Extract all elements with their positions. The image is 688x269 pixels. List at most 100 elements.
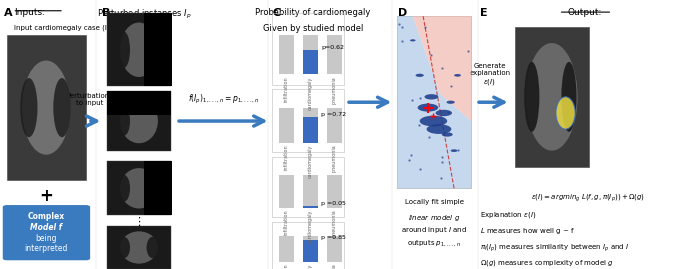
Ellipse shape xyxy=(22,61,70,155)
Text: infiltration: infiltration xyxy=(283,144,289,170)
Text: Complex: Complex xyxy=(28,212,65,221)
Circle shape xyxy=(427,124,451,134)
Text: +: + xyxy=(39,187,53,205)
Text: Model f: Model f xyxy=(30,223,62,232)
Text: linear model $g$: linear model $g$ xyxy=(408,213,460,222)
Ellipse shape xyxy=(118,237,130,258)
Text: $\Omega(g)$ measures complexity of model $g$: $\Omega(g)$ measures complexity of model… xyxy=(480,258,614,268)
Text: Input cardiomegaly case (I): Input cardiomegaly case (I) xyxy=(14,24,109,31)
Ellipse shape xyxy=(118,106,130,136)
Text: p =0.72: p =0.72 xyxy=(321,112,347,118)
Text: ⋮: ⋮ xyxy=(133,217,144,227)
Ellipse shape xyxy=(147,237,159,258)
Bar xyxy=(303,35,318,74)
Circle shape xyxy=(416,74,424,77)
Text: pneumonia: pneumonia xyxy=(332,210,337,237)
Circle shape xyxy=(410,39,416,41)
Text: $\pi_I(I_p)$ measures similarity between $I_p$ and $I$: $\pi_I(I_p)$ measures similarity between… xyxy=(480,242,630,253)
Bar xyxy=(303,108,318,143)
Bar xyxy=(327,108,342,143)
Ellipse shape xyxy=(120,99,158,143)
Ellipse shape xyxy=(120,23,158,77)
Bar xyxy=(272,157,344,217)
Text: around input $I$ and: around input $I$ and xyxy=(401,225,467,235)
Bar xyxy=(303,50,318,74)
Ellipse shape xyxy=(561,62,577,132)
Circle shape xyxy=(420,116,447,126)
Text: A: A xyxy=(3,8,12,18)
Bar xyxy=(515,27,589,167)
Bar xyxy=(272,222,344,269)
Bar xyxy=(327,236,342,262)
Text: Given by studied model: Given by studied model xyxy=(263,24,363,33)
Bar xyxy=(303,118,318,143)
Text: infiltration: infiltration xyxy=(283,210,289,235)
Bar xyxy=(303,175,318,208)
Text: cardiomegaly: cardiomegaly xyxy=(308,263,313,269)
Text: pneumonia: pneumonia xyxy=(332,144,337,172)
Bar xyxy=(279,108,294,143)
Text: cardiomegaly: cardiomegaly xyxy=(308,76,313,109)
Ellipse shape xyxy=(21,78,37,137)
Bar xyxy=(107,226,171,269)
Ellipse shape xyxy=(526,43,578,151)
Text: outputs $p_{1,...,n}$: outputs $p_{1,...,n}$ xyxy=(407,238,461,248)
Circle shape xyxy=(447,101,455,104)
Circle shape xyxy=(436,110,452,116)
Ellipse shape xyxy=(524,62,539,132)
Bar xyxy=(144,161,172,215)
Text: Generate
explanation
$\epsilon(I)$: Generate explanation $\epsilon(I)$ xyxy=(469,63,510,87)
Text: C: C xyxy=(272,8,281,18)
Circle shape xyxy=(451,149,458,152)
Text: p =0.85: p =0.85 xyxy=(321,235,346,240)
Bar xyxy=(107,91,171,151)
Bar xyxy=(279,35,294,74)
Ellipse shape xyxy=(120,168,158,208)
Text: E: E xyxy=(480,8,488,18)
Bar xyxy=(107,13,171,86)
Ellipse shape xyxy=(120,231,158,264)
Text: Perturbed instances $I_p$: Perturbed instances $I_p$ xyxy=(97,8,192,21)
Text: being: being xyxy=(35,233,57,243)
Circle shape xyxy=(424,94,438,100)
Text: $L$ measures how well g ~ f: $L$ measures how well g ~ f xyxy=(480,226,575,236)
Text: Perturbations
to input: Perturbations to input xyxy=(66,93,113,106)
Polygon shape xyxy=(413,16,471,188)
Text: Probability of cardiomegaly: Probability of cardiomegaly xyxy=(255,8,371,17)
Bar xyxy=(303,240,318,262)
Circle shape xyxy=(454,74,461,77)
Text: p=0.62: p=0.62 xyxy=(321,45,344,50)
Bar xyxy=(107,161,171,215)
Circle shape xyxy=(418,104,438,112)
Text: Inputs:: Inputs: xyxy=(14,8,45,17)
Bar xyxy=(279,175,294,208)
Ellipse shape xyxy=(118,31,130,68)
Text: Locally fit simple: Locally fit simple xyxy=(405,199,464,205)
Text: infiltration: infiltration xyxy=(283,263,289,269)
Text: D: D xyxy=(398,8,407,18)
Text: infiltration: infiltration xyxy=(283,76,289,102)
Text: Output:: Output: xyxy=(568,8,602,17)
Bar xyxy=(327,35,342,74)
Text: cardiomegaly: cardiomegaly xyxy=(308,144,313,178)
Polygon shape xyxy=(397,16,471,188)
Bar xyxy=(303,206,318,208)
Circle shape xyxy=(442,132,453,137)
Text: pneumonia: pneumonia xyxy=(332,76,337,104)
Ellipse shape xyxy=(556,97,575,129)
Text: $f(I_p)_{1,...,n} = p_{1,...,n}$: $f(I_p)_{1,...,n} = p_{1,...,n}$ xyxy=(188,93,259,106)
Ellipse shape xyxy=(53,78,70,137)
Bar xyxy=(397,16,471,188)
FancyBboxPatch shape xyxy=(3,206,89,260)
Bar xyxy=(7,35,86,180)
Text: Explanation $\epsilon(I)$: Explanation $\epsilon(I)$ xyxy=(480,210,537,220)
Text: pneumonia: pneumonia xyxy=(332,263,337,269)
Bar xyxy=(303,236,318,262)
Text: interpreted: interpreted xyxy=(24,244,68,253)
Bar xyxy=(272,89,344,152)
Text: cardiomegaly: cardiomegaly xyxy=(308,210,313,243)
Text: $(1_{,...,n})$: $(1_{,...,n})$ xyxy=(129,24,160,37)
Bar xyxy=(279,236,294,262)
Bar xyxy=(144,13,172,86)
Text: $\epsilon(I) = argmin_g\ L\left(f, g, \pi(I_p)\right) + \Omega(g)$: $\epsilon(I) = argmin_g\ L\left(f, g, \p… xyxy=(531,192,645,204)
